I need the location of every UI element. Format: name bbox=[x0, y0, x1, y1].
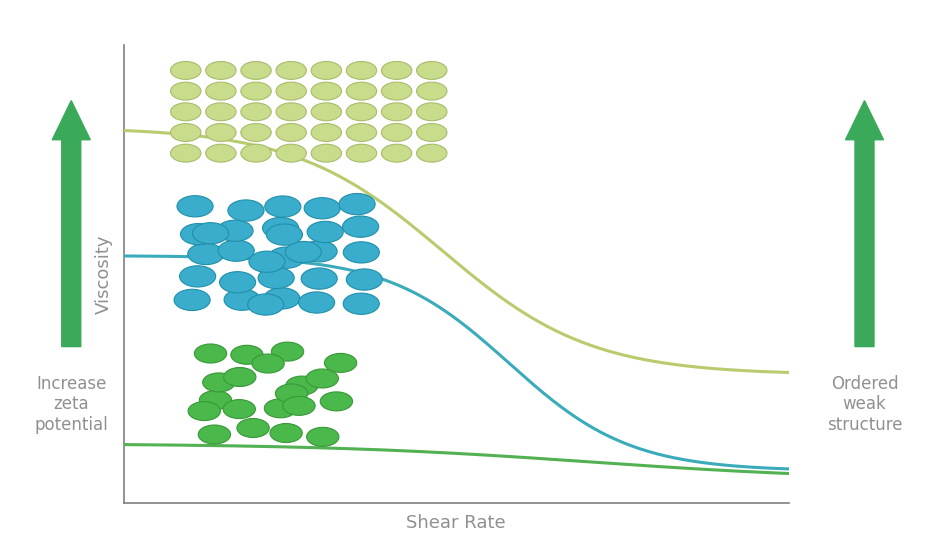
Text: Ordered
weak
structure: Ordered weak structure bbox=[826, 375, 902, 434]
Text: Increase
zeta
potential: Increase zeta potential bbox=[34, 375, 108, 434]
Y-axis label: Viscosity: Viscosity bbox=[94, 234, 112, 314]
X-axis label: Shear Rate: Shear Rate bbox=[407, 514, 505, 532]
